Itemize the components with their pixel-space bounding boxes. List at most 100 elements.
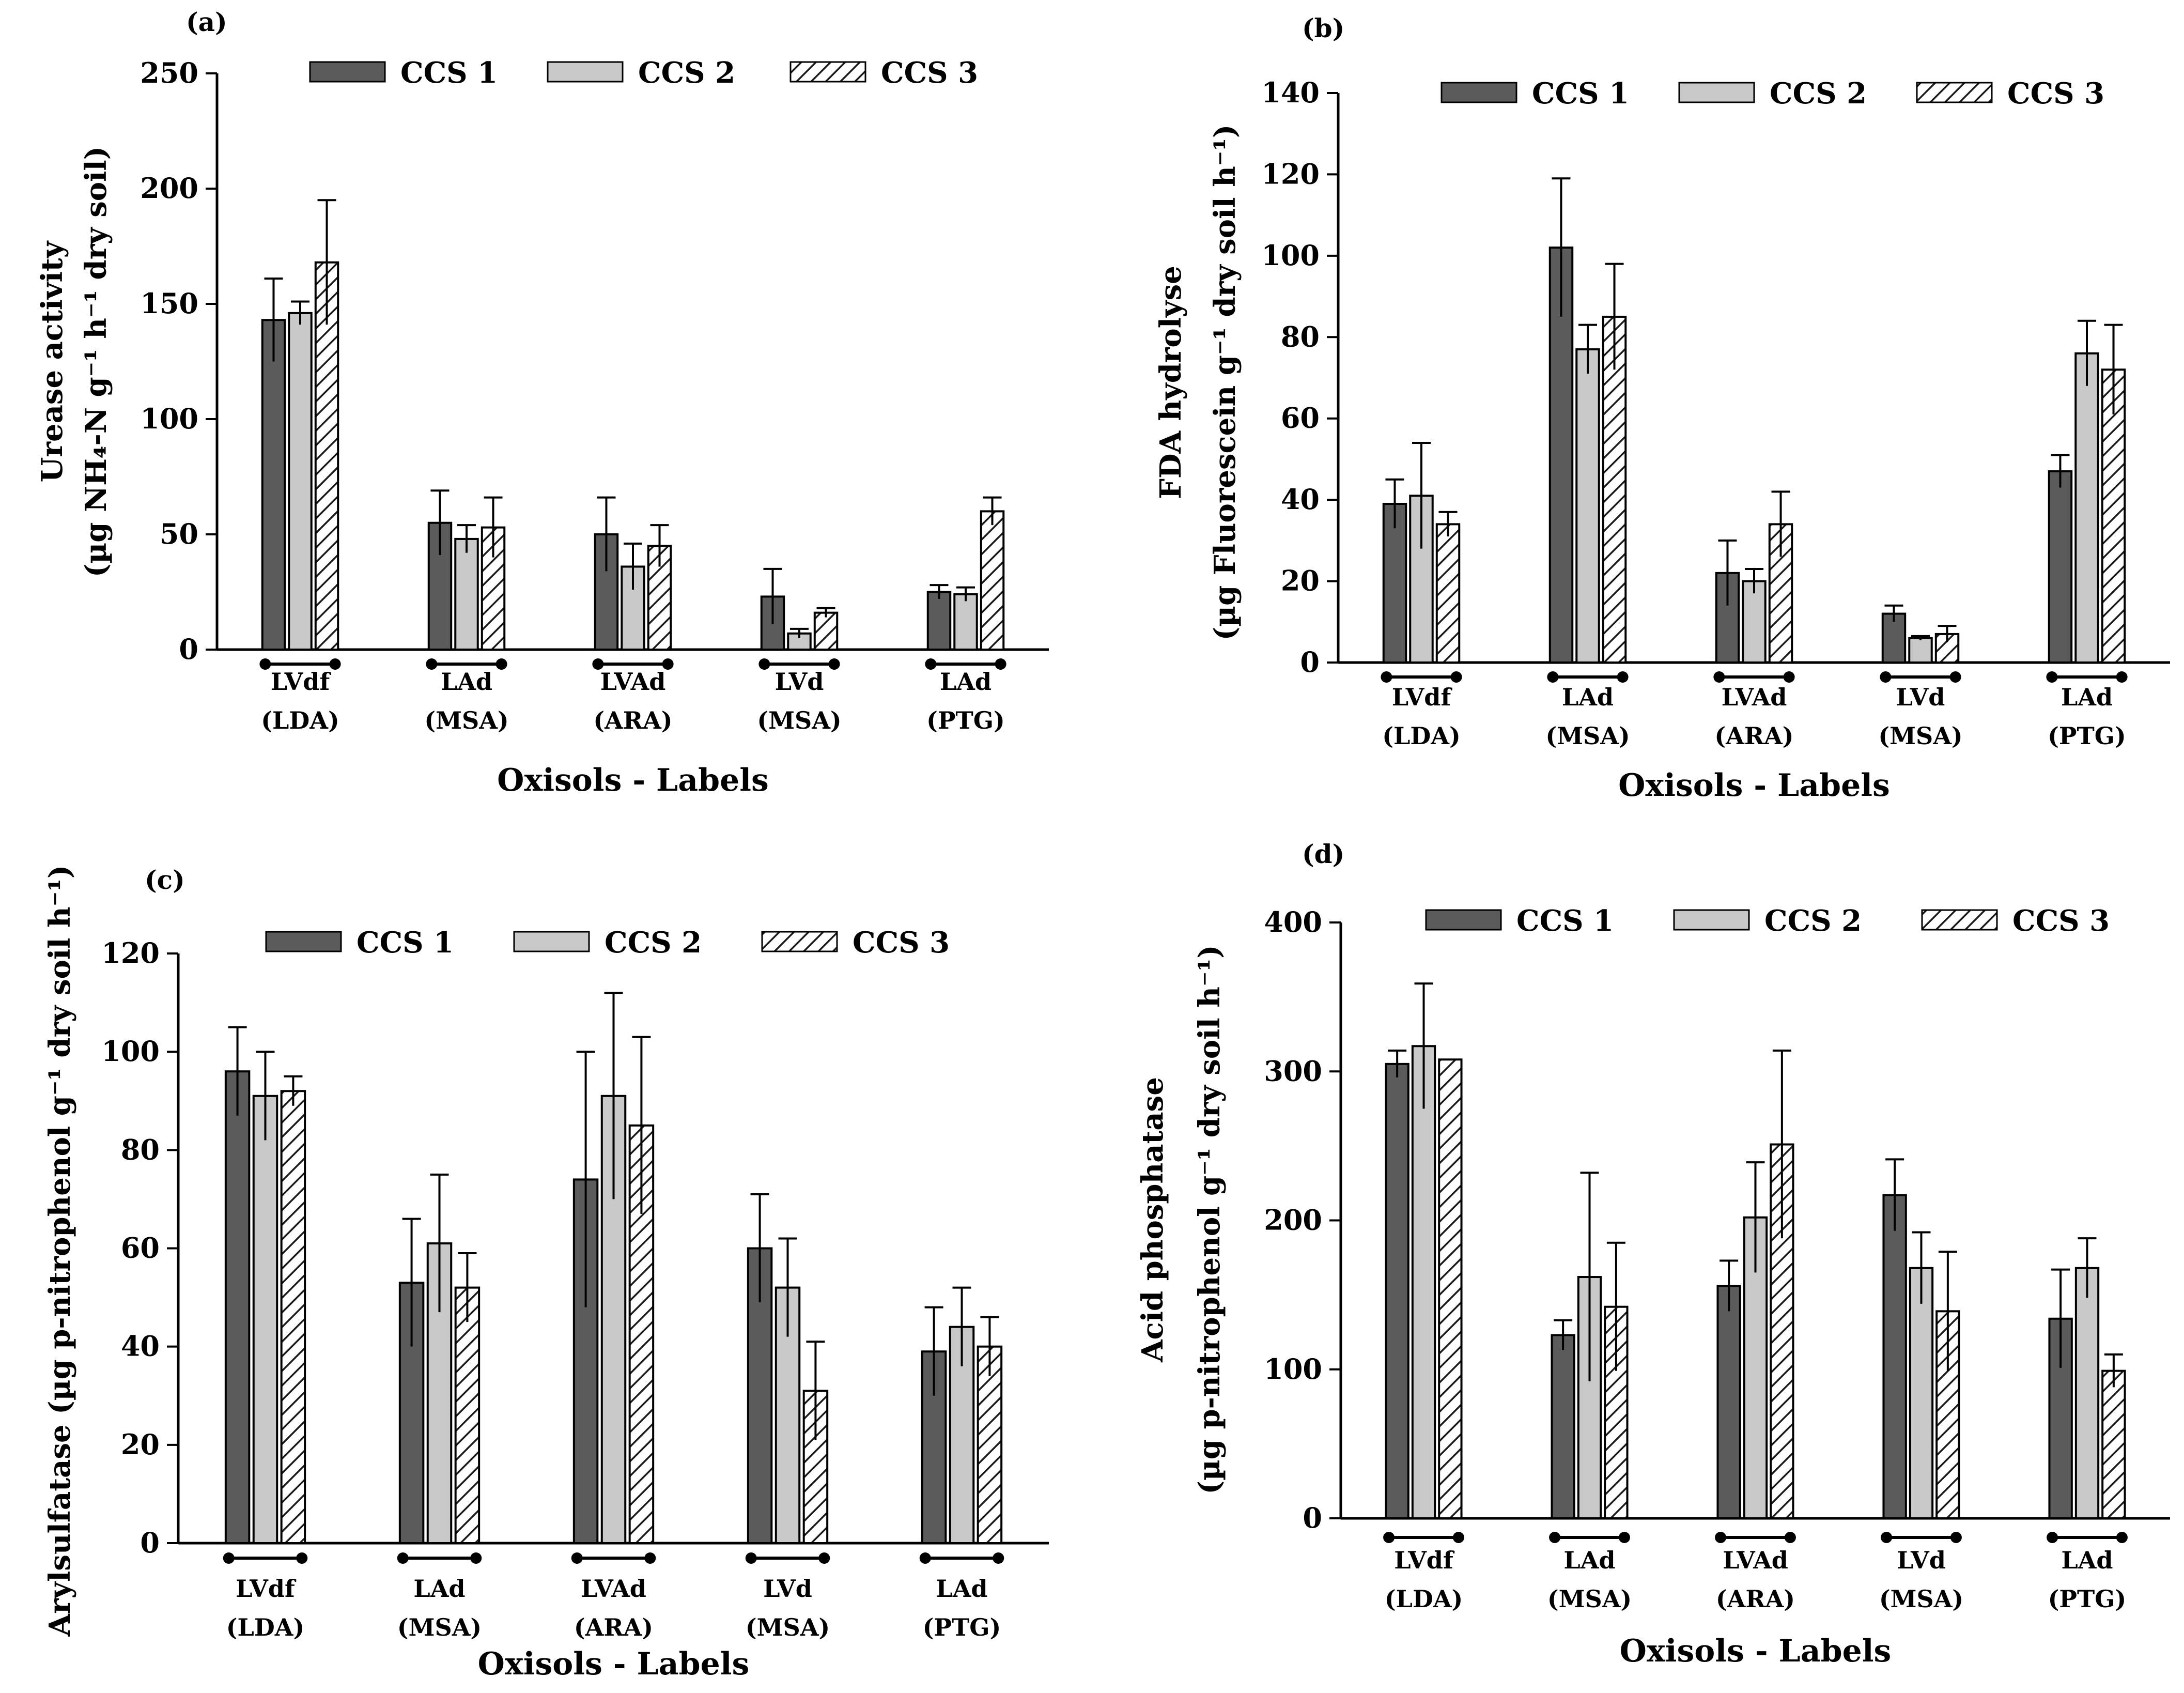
legend-entry: CCS 3 <box>881 56 978 90</box>
legend-swatch <box>1916 82 1993 103</box>
x-tick-label: (LDA) <box>261 706 339 734</box>
group-bracket-dot <box>1950 1532 1962 1543</box>
group-bracket-dot <box>993 1552 1004 1564</box>
x-tick-label: (PTG) <box>923 1613 1001 1641</box>
x-tick-label: LAd <box>1563 1546 1615 1574</box>
group-bracket-dot <box>1881 1532 1893 1543</box>
legend-swatch <box>513 931 590 952</box>
group-bracket-dot <box>1383 1532 1395 1543</box>
legend-entry: CCS 3 <box>2007 76 2104 111</box>
y-axis-label: Arylsulfatase (µg p-nitrophenol g⁻¹ dry … <box>43 865 77 1637</box>
x-tick-label: (MSA) <box>746 1613 830 1641</box>
y-tick-label: 0 <box>1303 1501 1322 1534</box>
x-tick-label: LVd <box>1896 683 1945 711</box>
bar <box>1716 1285 1741 1520</box>
group-bracket-dot <box>495 658 507 670</box>
y-tick-label: 200 <box>1264 1204 1322 1237</box>
x-tick-label: (ARA) <box>1714 722 1793 750</box>
bar <box>1551 1334 1575 1519</box>
chart-panel-d: (d) 0 100 200 300 400 Acid phosphatase (µg p-ni… <box>1136 839 2170 1669</box>
x-tick-label: (MSA) <box>397 1613 482 1641</box>
y-tick-label: 50 <box>160 517 198 550</box>
y-axis-label: FDA hydrolyse <box>1154 266 1188 499</box>
bar <box>953 593 978 651</box>
x-tick-label: LAd <box>936 1575 987 1603</box>
bar <box>261 319 286 651</box>
y-tick-label: 100 <box>140 402 198 435</box>
group-bracket-dot <box>397 1552 409 1564</box>
legend-swatch <box>761 931 838 952</box>
y-tick-label: 200 <box>140 172 198 205</box>
chart-panel-b: (b) 0 20 40 60 80 100 120 140 FDA hydrolyse (µg Fl… <box>1154 13 2170 804</box>
x-tick-label: (LDA) <box>1382 722 1460 750</box>
bar <box>2048 470 2073 664</box>
x-tick-label: LVAd <box>1723 1546 1788 1574</box>
x-tick-label: LAd <box>2061 683 2113 711</box>
legend-swatch <box>789 61 866 83</box>
legend-swatch <box>265 931 342 952</box>
bar <box>2074 352 2099 664</box>
bar <box>1385 1063 1409 1519</box>
bar <box>288 312 313 651</box>
group-bracket-dot <box>2116 671 2128 683</box>
bar <box>1908 637 1933 664</box>
legend-entry: CCS 1 <box>1532 76 1629 111</box>
x-tick-label: (MSA) <box>424 706 508 734</box>
bar <box>977 1345 1003 1545</box>
y-tick-label: 140 <box>1261 76 1320 109</box>
group-bracket-dot <box>1713 671 1725 683</box>
group-bracket-dot <box>1949 671 1961 683</box>
panel-label: (c) <box>145 865 185 895</box>
bar <box>1438 1058 1463 1519</box>
legend-entry: CCS 1 <box>357 926 454 960</box>
y-tick-label: 0 <box>1300 645 1320 679</box>
group-bracket-dot <box>1617 671 1629 683</box>
x-axis-label: Oxisols - Labels <box>497 762 769 798</box>
x-tick-label: LAd <box>940 668 992 696</box>
group-bracket-dot <box>329 658 341 670</box>
bar <box>224 1070 251 1544</box>
group-bracket-dot <box>1381 671 1392 683</box>
x-tick-label: LAd <box>441 668 492 696</box>
y-tick-label: 300 <box>1264 1054 1322 1087</box>
legend-entry: CCS 2 <box>1764 904 1862 938</box>
bar <box>1382 503 1407 664</box>
group-bracket-dot <box>1880 671 1892 683</box>
y-axis-label: Acid phosphatase <box>1136 1077 1170 1363</box>
group-bracket-dot <box>2046 671 2058 683</box>
group-bracket-dot <box>995 658 1006 670</box>
legend-entry: CCS 2 <box>1770 76 1867 111</box>
panel-label: (a) <box>186 7 227 37</box>
y-tick-label: 100 <box>101 1035 160 1068</box>
bar <box>1742 580 1767 664</box>
bar <box>980 510 1005 651</box>
legend-swatch <box>309 61 386 83</box>
legend-swatch <box>1425 909 1502 931</box>
group-bracket-dot <box>662 658 674 670</box>
panel-label: (b) <box>1302 13 1344 43</box>
x-tick-label: LVAd <box>600 668 666 696</box>
y-tick-label: 120 <box>101 936 160 969</box>
group-bracket-dot <box>758 658 770 670</box>
chart-panel-a: (a) 0 50 100 150 200 250 Urease activity (µg NH₄… <box>35 7 1049 798</box>
y-tick-label: 250 <box>140 56 198 89</box>
legend-swatch <box>1921 909 1998 931</box>
group-bracket-dot <box>1549 1532 1561 1543</box>
x-tick-label: LVdf <box>1392 683 1453 711</box>
group-bracket-dot <box>2116 1532 2128 1543</box>
bar <box>926 591 952 651</box>
group-bracket-dot <box>828 658 840 670</box>
y-axis-label: (µg NH₄-N g⁻¹ h⁻¹ dry soil) <box>79 146 113 577</box>
legend-swatch <box>1440 82 1517 103</box>
y-axis-label: (µg p-nitrophenol g⁻¹ dry soil h⁻¹) <box>1192 945 1227 1494</box>
group-bracket-dot <box>818 1552 830 1564</box>
legend-entry: CCS 3 <box>2012 904 2110 938</box>
x-tick-label: (LDA) <box>226 1613 304 1641</box>
bar <box>647 545 672 651</box>
y-tick-label: 120 <box>1261 157 1320 190</box>
group-bracket-dot <box>1450 671 1462 683</box>
group-bracket-dot <box>1547 671 1559 683</box>
group-bracket-dot <box>644 1552 656 1564</box>
group-bracket-dot <box>296 1552 308 1564</box>
y-tick-label: 40 <box>121 1330 160 1363</box>
